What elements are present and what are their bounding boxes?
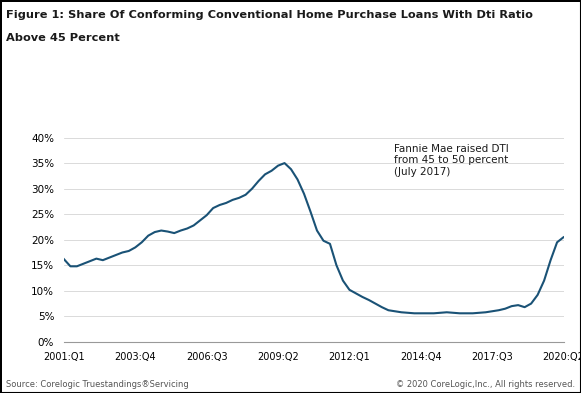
Text: Source: Corelogic Truestandings®Servicing: Source: Corelogic Truestandings®Servicin… [6,380,189,389]
Text: © 2020 CoreLogic,Inc., All rights reserved.: © 2020 CoreLogic,Inc., All rights reserv… [396,380,575,389]
Text: Above 45 Percent: Above 45 Percent [6,33,120,43]
Text: Figure 1: Share Of Conforming Conventional Home Purchase Loans With Dti Ratio: Figure 1: Share Of Conforming Convention… [6,10,533,20]
Text: Fannie Mae raised DTI
from 45 to 50 percent
(July 2017): Fannie Mae raised DTI from 45 to 50 perc… [394,144,508,177]
